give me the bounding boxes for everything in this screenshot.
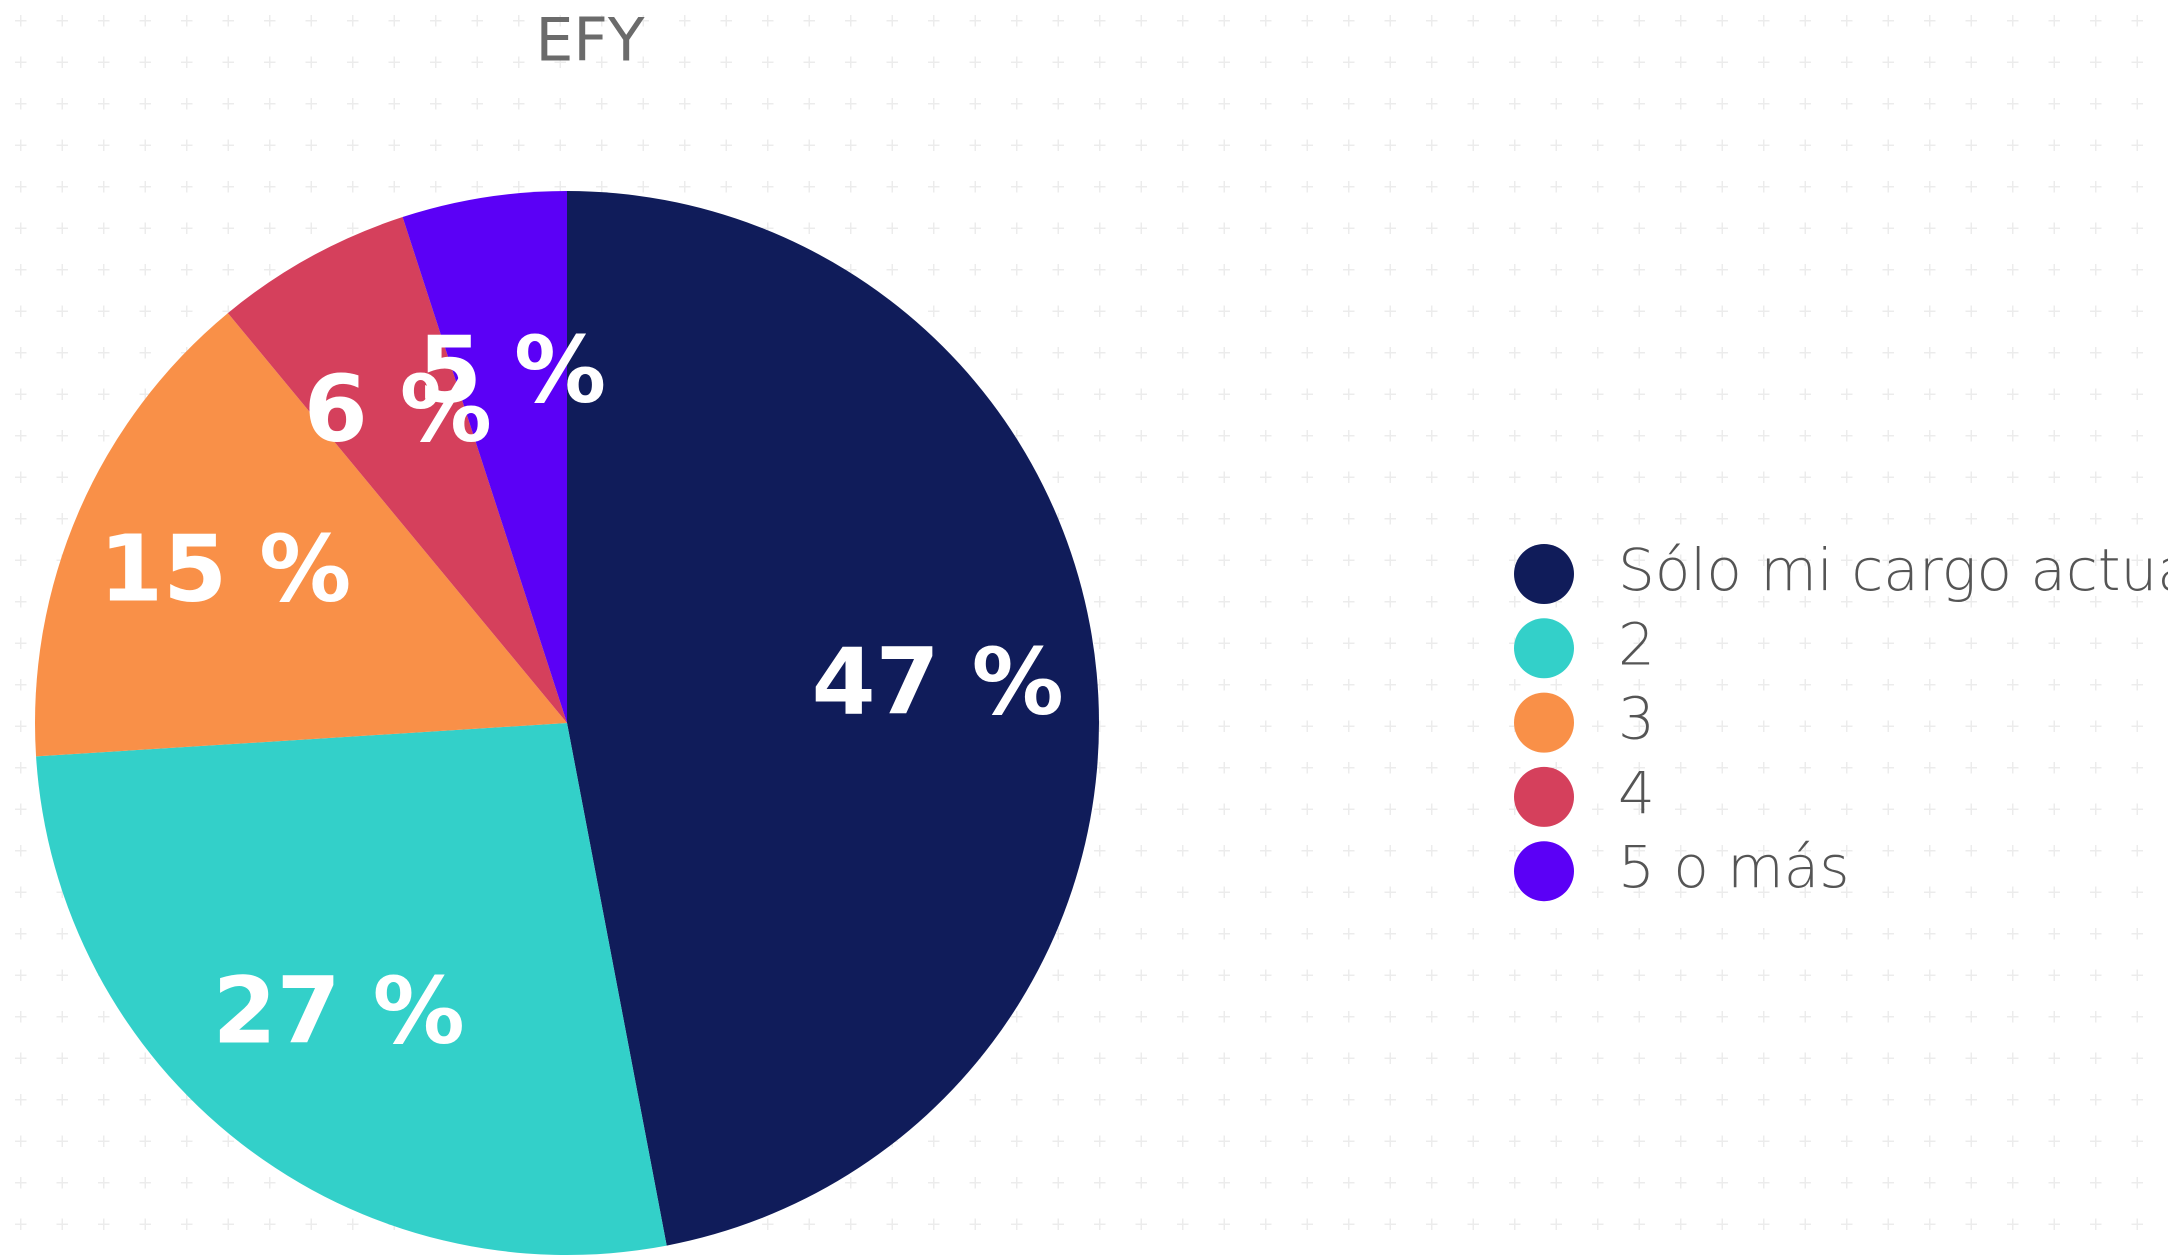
value-label: 5 %: [418, 317, 606, 424]
value-label: 27 %: [213, 958, 465, 1065]
legend-swatch: [1514, 618, 1574, 679]
pie-slice: [34, 313, 567, 757]
pie: [34, 191, 1099, 1255]
pie-slice: [227, 217, 567, 723]
pie-slice: [567, 191, 1099, 1246]
legend-swatch: [1514, 692, 1574, 753]
chart-title: EFY: [535, 6, 644, 76]
legend-swatch: [1514, 841, 1574, 902]
legend-label: Sólo mi cargo actual: [1618, 536, 2168, 604]
legend-label: 4: [1618, 759, 1655, 827]
legend-swatch: [1514, 766, 1574, 827]
legend-label: 5 o más: [1618, 833, 1850, 901]
legend-swatch: [1514, 544, 1574, 604]
value-label: 6 %: [304, 356, 492, 463]
value-labels: 47 % 27 % 15 % 6 %5 %: [99, 317, 1064, 1065]
legend-label: 2: [1618, 610, 1655, 678]
value-label: 47 %: [812, 628, 1064, 735]
legend-label: 3: [1618, 685, 1655, 753]
pie-slice: [402, 191, 567, 723]
pie-slice: [36, 723, 667, 1255]
value-label: 15 %: [99, 515, 351, 622]
